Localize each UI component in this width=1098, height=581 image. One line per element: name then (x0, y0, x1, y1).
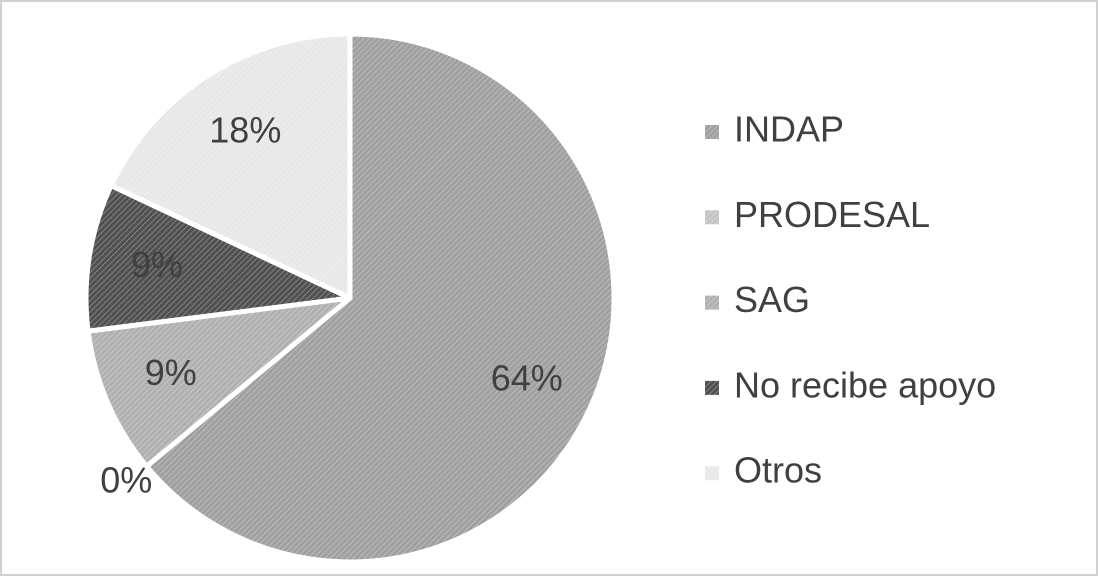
legend-swatch (705, 466, 719, 481)
legend-label: Otros (734, 450, 822, 491)
legend-label: SAG (734, 279, 810, 320)
pie-slice (144, 31, 617, 565)
legend-swatch (705, 380, 719, 395)
legend-swatch (705, 125, 719, 139)
pie-slice (108, 31, 353, 301)
legend-swatch (705, 210, 719, 225)
pie-slice (85, 295, 353, 469)
data-label: 9% (145, 352, 197, 393)
legend-label: No recibe apoyo (734, 364, 996, 405)
legend-label: PRODESAL (734, 194, 930, 235)
legend-swatch (705, 295, 719, 310)
data-label: 18% (209, 110, 281, 151)
legend-label: INDAP (734, 109, 844, 150)
pie-slice (83, 183, 353, 334)
data-label: 9% (131, 244, 183, 285)
data-label: 64% (491, 358, 563, 399)
